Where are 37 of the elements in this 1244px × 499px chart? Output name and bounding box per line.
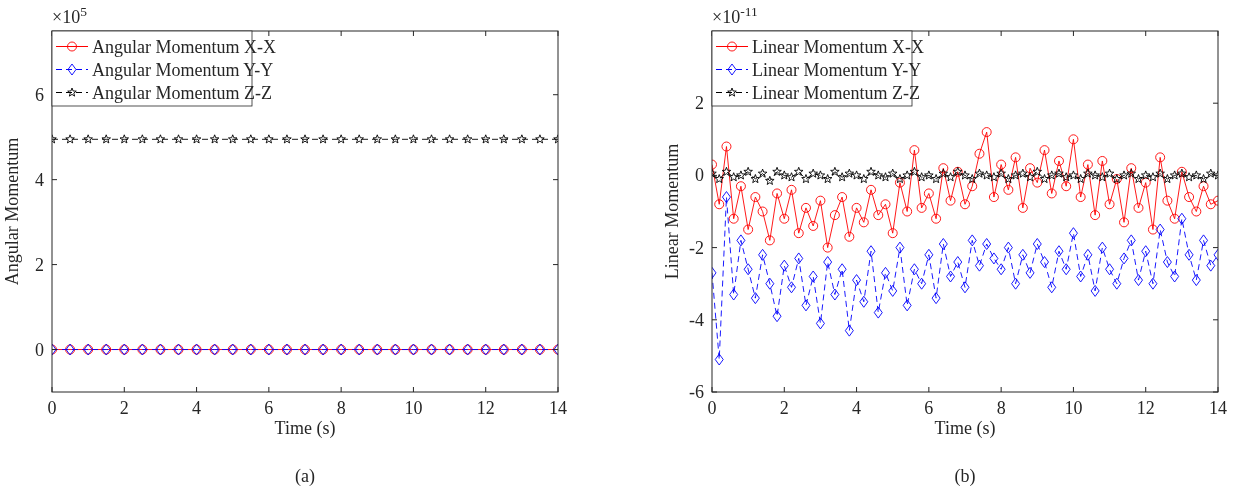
text: ×10$^{-11}$ <box>712 3 758 27</box>
legend-label: Angular Momentum Y-Y <box>92 59 274 80</box>
y-tick-label: 0 <box>695 165 704 186</box>
y-tick-label: -4 <box>689 309 704 330</box>
y-tick-label: 2 <box>35 254 44 275</box>
y-tick-label: 0 <box>35 339 44 360</box>
text: ×10$^{5}$ <box>52 3 88 27</box>
y-tick-label: 4 <box>35 169 44 190</box>
x-tick-label: 10 <box>1064 398 1083 418</box>
y-tick-label: -2 <box>689 237 704 258</box>
legend-label: Linear Momentum Y-Y <box>752 59 922 80</box>
text: (a) <box>295 466 315 487</box>
x-axis-title: Time (s) <box>934 418 996 439</box>
legend-label: Linear Momentum Z-Z <box>752 82 920 103</box>
y-axis-title: Linear Momentum <box>662 143 682 280</box>
y-tick-label: 6 <box>35 84 44 105</box>
x-tick-label: 4 <box>192 398 202 418</box>
legend-label: Angular Momentum X-X <box>92 36 276 57</box>
y-axis-title: Angular Momentum <box>2 137 22 286</box>
x-tick-label: 2 <box>779 398 789 418</box>
x-tick-label: 12 <box>476 398 495 418</box>
x-tick-label: 14 <box>1209 398 1227 418</box>
x-tick-label: 8 <box>996 398 1006 418</box>
text: (b) <box>954 466 976 487</box>
x-tick-label: 2 <box>119 398 129 418</box>
x-tick-label: 12 <box>1136 398 1155 418</box>
x-tick-label: 14 <box>549 398 567 418</box>
x-tick-label: 8 <box>336 398 346 418</box>
y-tick-label: 2 <box>695 93 704 114</box>
x-tick-label: 10 <box>404 398 423 418</box>
x-axis-title: Time (s) <box>274 418 336 439</box>
x-tick-label: 6 <box>924 398 934 418</box>
y-tick-label: -6 <box>689 382 704 402</box>
x-tick-label: 6 <box>264 398 274 418</box>
x-tick-label: 4 <box>852 398 862 418</box>
legend-label: Angular Momentum Z-Z <box>92 82 272 103</box>
legend-label: Linear Momentum X-X <box>752 36 924 57</box>
